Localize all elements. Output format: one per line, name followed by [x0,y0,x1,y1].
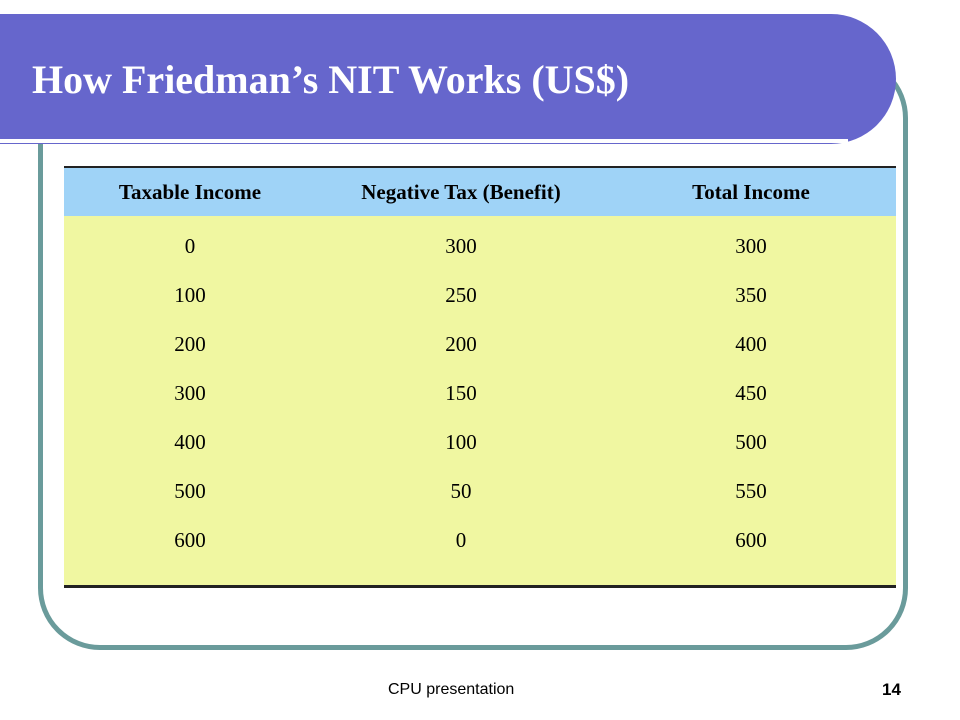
cell-negative-tax: 200 [445,332,477,356]
cell-taxable-income: 500 [174,479,206,503]
nit-table-container: Taxable Income Negative Tax (Benefit) To… [64,166,896,588]
cell-negative-tax: 150 [445,381,477,405]
cell-negative-tax: 300 [445,234,477,258]
table-row: 200 200 400 [64,320,896,369]
table-row: 300 150 450 [64,369,896,418]
cell-negative-tax: 50 [450,479,472,503]
cell-taxable-income: 600 [174,528,206,552]
cell-negative-tax: 0 [455,528,467,552]
cell-total-income: 350 [735,283,767,307]
table-row: 500 50 550 [64,467,896,516]
cell-taxable-income: 200 [174,332,206,356]
cell-taxable-income: 300 [174,381,206,405]
cell-total-income: 600 [735,528,767,552]
cell-total-income: 400 [735,332,767,356]
cell-total-income: 450 [735,381,767,405]
table-row: 100 250 350 [64,271,896,320]
table-row: 600 0 600 [64,516,896,565]
cell-total-income: 550 [735,479,767,503]
header-negative-tax: Negative Tax (Benefit) [361,179,561,204]
table-header-row: Taxable Income Negative Tax (Benefit) To… [64,168,896,216]
page-number: 14 [882,680,901,699]
cell-negative-tax: 250 [445,283,477,307]
slide-title: How Friedman’s NIT Works (US$) [32,57,630,102]
cell-total-income: 500 [735,430,767,454]
table-row: 400 100 500 [64,418,896,467]
title-bar: How Friedman’s NIT Works (US$) [0,14,896,144]
table-row: 0 300 300 [64,216,896,271]
cell-taxable-income: 100 [174,283,206,307]
cell-taxable-income: 0 [184,234,196,258]
cell-negative-tax: 100 [445,430,477,454]
header-total-income: Total Income [692,179,810,204]
header-taxable-income: Taxable Income [118,179,262,204]
cell-total-income: 300 [735,234,767,258]
title-underline [0,139,848,143]
footer-text: CPU presentation [388,681,515,698]
cell-taxable-income: 400 [174,430,206,454]
nit-table: Taxable Income Negative Tax (Benefit) To… [64,168,896,565]
